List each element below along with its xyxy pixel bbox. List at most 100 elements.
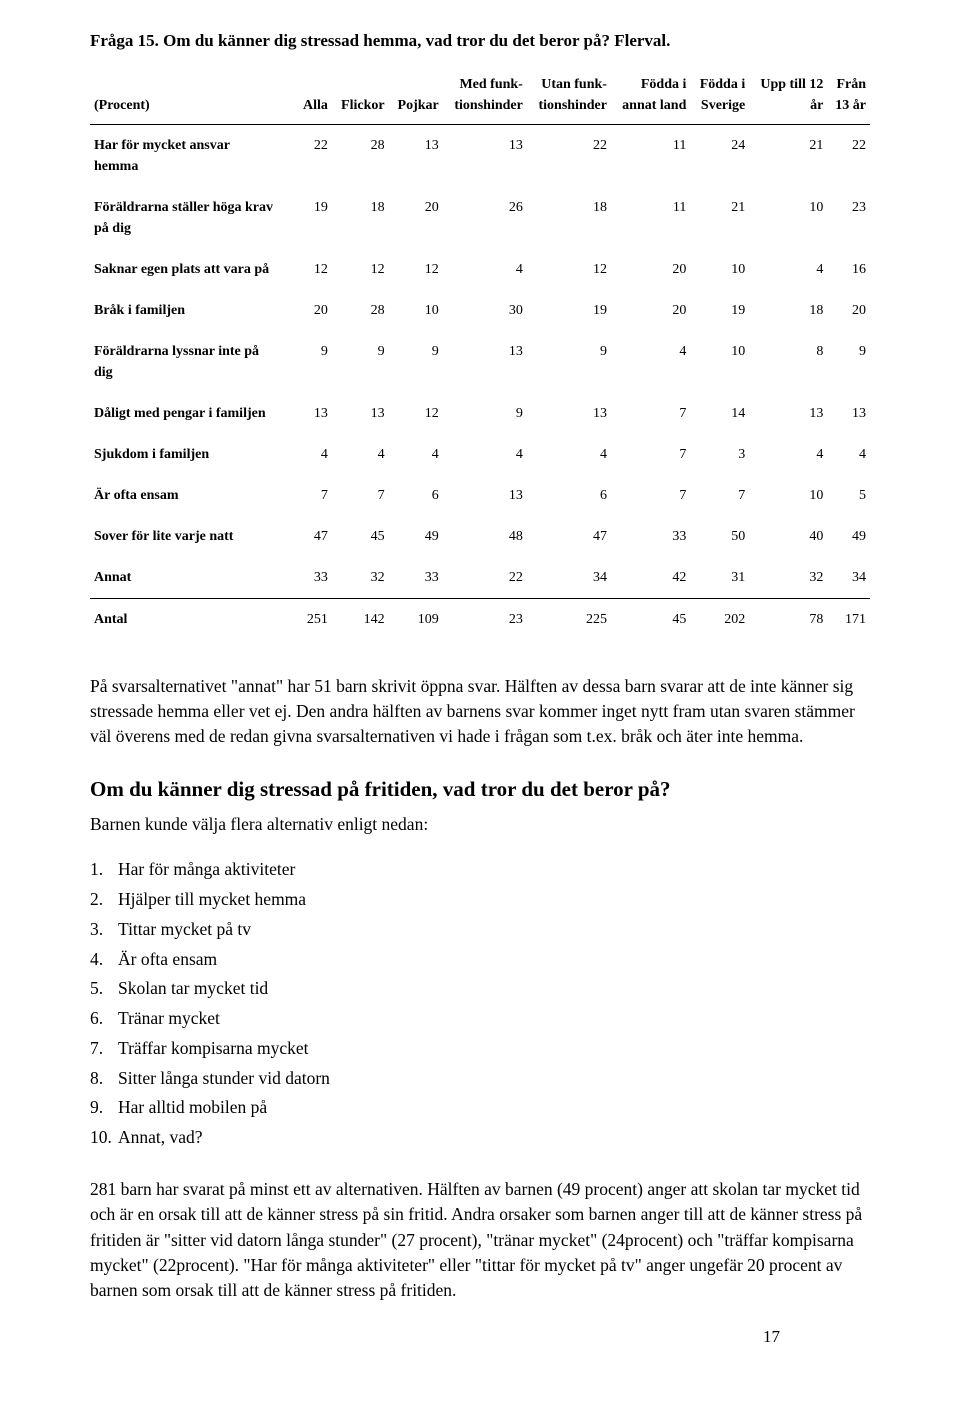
list-item: 6.Tränar mycket: [90, 1004, 870, 1034]
cell-value: 18: [527, 187, 611, 249]
list-text: Har för många aktiviteter: [118, 859, 295, 879]
list-item: 9. Har alltid mobilen på: [90, 1093, 870, 1123]
list-item: 5.Skolan tar mycket tid: [90, 974, 870, 1004]
list-item: 3.Tittar mycket på tv: [90, 915, 870, 945]
cell-value: 4: [443, 249, 527, 290]
list-text: Träffar kompisarna mycket: [118, 1038, 309, 1058]
list-text: Sitter långa stunder vid datorn: [118, 1068, 330, 1088]
cell-value: 13: [527, 393, 611, 434]
list-number: 6.: [90, 1004, 103, 1034]
cell-value: 5: [827, 475, 870, 516]
list-text: Är ofta ensam: [118, 949, 217, 969]
cell-value: 12: [389, 249, 443, 290]
table-row: Sjukdom i familjen444447344: [90, 434, 870, 475]
cell-value: 49: [827, 516, 870, 557]
section-heading: Om du känner dig stressad på fritiden, v…: [90, 774, 870, 806]
cell-value: 10: [749, 475, 827, 516]
list-number: 1.: [90, 855, 103, 885]
col-header: Utan funk-tionshinder: [527, 70, 611, 125]
cell-value: 4: [611, 331, 690, 393]
cell-value: 109: [389, 598, 443, 640]
cell-value: 50: [690, 516, 749, 557]
cell-value: 30: [443, 290, 527, 331]
cell-value: 9: [296, 331, 332, 393]
cell-value: 3: [690, 434, 749, 475]
cell-value: 21: [749, 124, 827, 187]
cell-value: 32: [749, 557, 827, 599]
cell-value: 10: [690, 331, 749, 393]
col-header: Pojkar: [389, 70, 443, 125]
list-item: 8.Sitter långa stunder vid datorn: [90, 1064, 870, 1094]
cell-value: 10: [389, 290, 443, 331]
cell-value: 9: [527, 331, 611, 393]
list-text: Hjälper till mycket hemma: [118, 889, 306, 909]
cell-value: 251: [296, 598, 332, 640]
table-body: Har för mycket ansvarhemma22281313221124…: [90, 124, 870, 640]
list-number: 9.: [90, 1093, 103, 1123]
row-label: Bråk i familjen: [90, 290, 296, 331]
table-row: Saknar egen plats att vara på12121241220…: [90, 249, 870, 290]
cell-value: 21: [690, 187, 749, 249]
list-text: Annat, vad?: [118, 1127, 203, 1147]
row-label: Föräldrarna lyssnar inte pådig: [90, 331, 296, 393]
col-header: Från13 år: [827, 70, 870, 125]
cell-value: 12: [527, 249, 611, 290]
row-label: Sjukdom i familjen: [90, 434, 296, 475]
row-label: Saknar egen plats att vara på: [90, 249, 296, 290]
row-label: Annat: [90, 557, 296, 599]
cell-value: 22: [527, 124, 611, 187]
cell-value: 13: [443, 331, 527, 393]
cell-value: 4: [389, 434, 443, 475]
cell-value: 9: [332, 331, 389, 393]
table-row: Har för mycket ansvarhemma22281313221124…: [90, 124, 870, 187]
cell-value: 23: [827, 187, 870, 249]
list-number: 7.: [90, 1034, 103, 1064]
list-number: 10.: [90, 1123, 112, 1153]
cell-value: 7: [690, 475, 749, 516]
cell-value: 24: [690, 124, 749, 187]
cell-value: 4: [443, 434, 527, 475]
cell-value: 9: [389, 331, 443, 393]
cell-value: 22: [443, 557, 527, 599]
cell-value: 9: [827, 331, 870, 393]
cell-value: 4: [527, 434, 611, 475]
cell-value: 13: [389, 124, 443, 187]
cell-value: 4: [332, 434, 389, 475]
cell-value: 10: [690, 249, 749, 290]
col-header: Födda iannat land: [611, 70, 690, 125]
table-header-row: (Procent)AllaFlickorPojkarMed funk-tions…: [90, 70, 870, 125]
cell-value: 12: [389, 393, 443, 434]
cell-value: 33: [389, 557, 443, 599]
cell-value: 22: [827, 124, 870, 187]
paragraph-1: På svarsalternativet "annat" har 51 barn…: [90, 674, 870, 750]
list-number: 3.: [90, 915, 103, 945]
cell-value: 42: [611, 557, 690, 599]
cell-value: 34: [827, 557, 870, 599]
cell-value: 9: [443, 393, 527, 434]
cell-value: 18: [749, 290, 827, 331]
cell-value: 19: [690, 290, 749, 331]
row-label: Antal: [90, 598, 296, 640]
cell-value: 7: [611, 434, 690, 475]
table-row: Sover för lite varje natt474549484733504…: [90, 516, 870, 557]
list-number: 4.: [90, 945, 103, 975]
list-text: Har alltid mobilen på: [118, 1097, 267, 1117]
cell-value: 45: [611, 598, 690, 640]
cell-value: 11: [611, 124, 690, 187]
cell-value: 45: [332, 516, 389, 557]
cell-value: 23: [443, 598, 527, 640]
col-header: Flickor: [332, 70, 389, 125]
cell-value: 78: [749, 598, 827, 640]
row-label: Föräldrarna ställer höga kravpå dig: [90, 187, 296, 249]
list-item: 2.Hjälper till mycket hemma: [90, 885, 870, 915]
cell-value: 8: [749, 331, 827, 393]
cell-value: 10: [749, 187, 827, 249]
cell-value: 11: [611, 187, 690, 249]
col-header: Upp till 12år: [749, 70, 827, 125]
cell-value: 47: [527, 516, 611, 557]
cell-value: 40: [749, 516, 827, 557]
row-label: Sover för lite varje natt: [90, 516, 296, 557]
table-row: Antal251142109232254520278171: [90, 598, 870, 640]
cell-value: 171: [827, 598, 870, 640]
cell-value: 20: [827, 290, 870, 331]
